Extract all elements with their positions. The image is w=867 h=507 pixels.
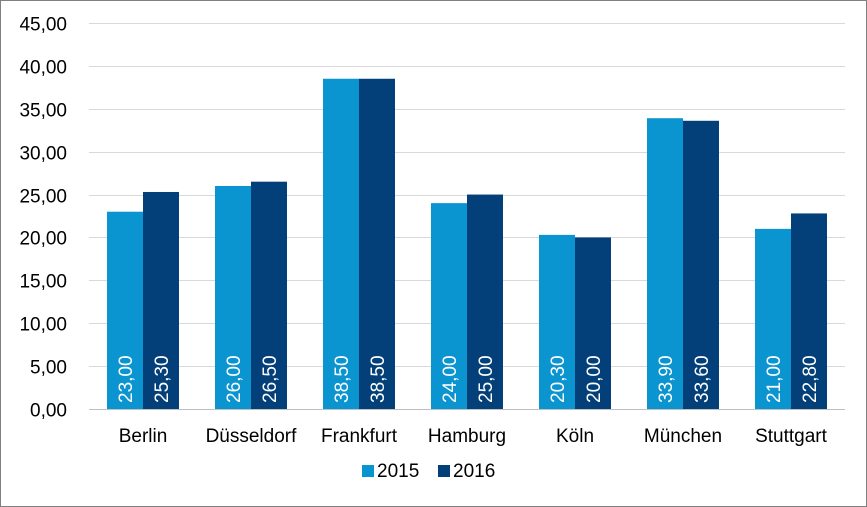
bar-2015-Köln: [539, 234, 575, 409]
bar-2016-Frankfurt: [359, 78, 395, 409]
x-category-label: Berlin: [119, 426, 168, 447]
bar-value-label: 22,80: [800, 355, 821, 403]
bars: [107, 78, 827, 410]
bar-value-label: 33,60: [692, 355, 713, 403]
legend-label-2016: 2016: [453, 461, 495, 482]
bar-value-label: 23,00: [116, 355, 137, 403]
bar-2015-Stuttgart: [755, 228, 791, 409]
bar-2016-Berlin: [143, 191, 179, 409]
legend-swatch-2015: [362, 465, 374, 477]
y-tick-label: 0,00: [30, 401, 67, 422]
x-category-label: München: [644, 426, 722, 447]
y-tick-label: 20,00: [19, 229, 67, 250]
y-tick-label: 40,00: [19, 58, 67, 79]
legend: 2015 2016: [362, 461, 495, 482]
bar-value-label: 33,90: [656, 355, 677, 403]
y-tick-label: 45,00: [19, 15, 67, 36]
bar-value-label: 20,00: [584, 355, 605, 403]
bar-2015-Berlin: [107, 211, 143, 409]
legend-swatch-2016: [438, 465, 450, 477]
y-tick-label: 30,00: [19, 144, 67, 165]
bar-2016-Hamburg: [467, 194, 503, 409]
legend-label-2015: 2015: [377, 461, 419, 482]
bar-value-label: 26,50: [260, 355, 281, 403]
bar-value-label: 24,00: [440, 355, 461, 403]
bar-value-label: 21,00: [764, 355, 785, 403]
bar-2015-Hamburg: [431, 203, 467, 409]
y-tick-label: 15,00: [19, 272, 67, 293]
bar-value-label: 38,50: [368, 355, 389, 403]
x-category-label: Düsseldorf: [206, 426, 298, 447]
x-category-label: Hamburg: [428, 426, 506, 447]
bar-2016-München: [683, 120, 719, 409]
bar-value-label: 26,00: [224, 355, 245, 403]
y-tick-label: 25,00: [19, 187, 67, 208]
bar-value-label: 20,30: [548, 355, 569, 403]
y-tick-label: 35,00: [19, 101, 67, 122]
x-category-label: Frankfurt: [321, 426, 398, 447]
x-axis-category-labels: Berlin Düsseldorf Frankfurt Hamburg Köln Münc…: [119, 426, 828, 447]
bar-2016-Köln: [575, 237, 611, 409]
y-tick-label: 10,00: [19, 315, 67, 336]
bar-2016-Stuttgart: [791, 213, 827, 409]
bar-value-label: 25,00: [476, 355, 497, 403]
bar-2015-Frankfurt: [323, 78, 359, 409]
bar-2015-Düsseldorf: [215, 185, 251, 409]
bar-value-label: 25,30: [152, 355, 173, 403]
y-tick-label: 5,00: [30, 358, 67, 379]
x-category-label: Stuttgart: [755, 426, 828, 447]
bar-2016-Düsseldorf: [251, 181, 287, 409]
x-category-label: Köln: [556, 426, 594, 447]
bar-2015-München: [647, 118, 683, 410]
y-axis-tick-labels: 0,00 5,00 10,00 15,00 20,00 25,00 30,00 35,00 40…: [19, 15, 67, 422]
bar-value-label: 38,50: [332, 355, 353, 403]
bar-data-labels: 23,00 25,30 26,00 26,50 38,50 38,50 24,00 25,00…: [116, 355, 821, 403]
